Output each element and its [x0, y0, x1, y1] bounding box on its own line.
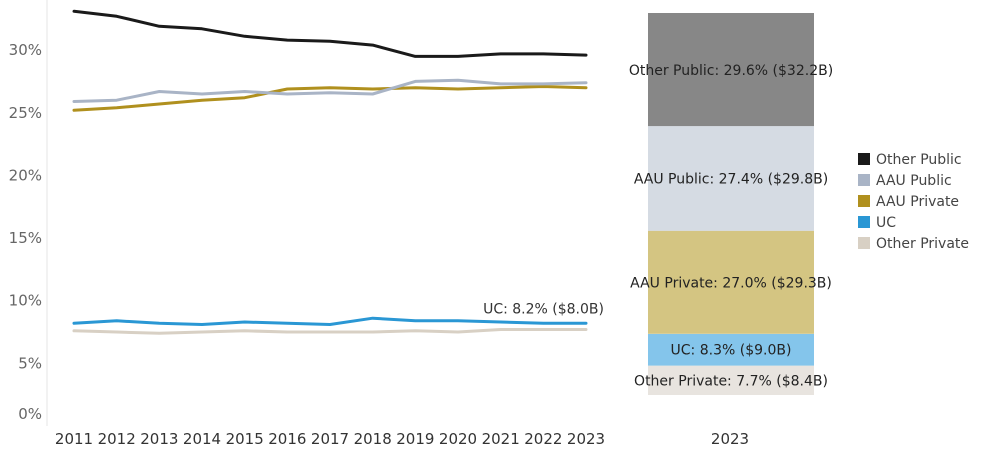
bar-segment-uc — [648, 333, 814, 366]
x-tick-label: 2020 — [439, 430, 477, 448]
x-tick-label: 2015 — [226, 430, 264, 448]
series-line-aau-public — [72, 78, 588, 103]
legend-swatch-other-private — [858, 237, 870, 249]
bar-segment-label-aau-public: AAU Public: 27.4% ($29.8B) — [634, 171, 828, 187]
bar-category-label: 2023 — [711, 430, 749, 448]
legend: Other Public AAU Public AAU Private UC Other… — [858, 152, 969, 252]
bar-segment-label-aau-private: AAU Private: 27.0% ($29.3B) — [630, 275, 832, 291]
x-tick-label: 2023 — [567, 430, 605, 448]
legend-swatch-aau-public — [858, 174, 870, 186]
bar-segment-label-uc: UC: 8.3% ($9.0B) — [671, 343, 792, 359]
x-tick-label: 2014 — [183, 430, 221, 448]
bar-segment-aau-public — [648, 126, 814, 231]
x-tick-label: 2019 — [396, 430, 434, 448]
x-tick-label: 2011 — [55, 430, 93, 448]
legend-label-uc: UC — [876, 215, 896, 231]
legend-label-other-public: Other Public — [876, 152, 962, 168]
y-tick-label: 0% — [18, 405, 42, 423]
y-tick-label: 5% — [18, 354, 42, 372]
x-tick-label: 2018 — [354, 430, 392, 448]
legend-swatch-uc — [858, 216, 870, 228]
y-tick-label: 25% — [9, 104, 42, 122]
y-tick-label: 15% — [9, 229, 42, 247]
x-tick-label: 2012 — [98, 430, 136, 448]
bar-segment-aau-private — [648, 230, 814, 334]
series-line-other-public — [72, 9, 588, 58]
y-tick-label: 10% — [9, 292, 42, 310]
series-line-aau-private — [72, 85, 588, 112]
x-tick-label: 2017 — [311, 430, 349, 448]
x-tick-label: 2013 — [140, 430, 178, 448]
legend-label-aau-public: AAU Public — [876, 173, 952, 189]
legend-label-other-private: Other Private — [876, 236, 969, 252]
legend-label-aau-private: AAU Private — [876, 194, 959, 210]
uc-annotation: UC: 8.2% ($8.0B) — [483, 301, 604, 317]
bar-segment-label-other-private: Other Private: 7.7% ($8.4B) — [634, 373, 828, 389]
x-tick-label: 2016 — [268, 430, 306, 448]
bar-segment-other-private — [648, 365, 814, 395]
bar-segment-other-public — [648, 13, 814, 127]
line-series-group — [72, 9, 588, 335]
legend-swatch-other-public — [858, 153, 870, 165]
x-tick-label: 2021 — [482, 430, 520, 448]
x-tick-label: 2022 — [524, 430, 562, 448]
stacked-bar-2023: Other Private: 7.7% ($8.4B) UC: 8.3% ($9.… — [629, 13, 833, 395]
bar-segment-label-other-public: Other Public: 29.6% ($32.2B) — [629, 63, 833, 79]
y-tick-label: 30% — [9, 41, 42, 59]
y-tick-label: 20% — [9, 166, 42, 184]
x-axis: 2011 2012 2013 2014 2015 2016 2017 2018 2019 2020… — [55, 430, 605, 448]
y-axis: 0% 5% 10% 15% 20% 25% 30% — [9, 41, 42, 423]
legend-swatch-aau-private — [858, 195, 870, 207]
series-line-other-private — [72, 328, 588, 335]
series-line-uc — [72, 316, 588, 326]
